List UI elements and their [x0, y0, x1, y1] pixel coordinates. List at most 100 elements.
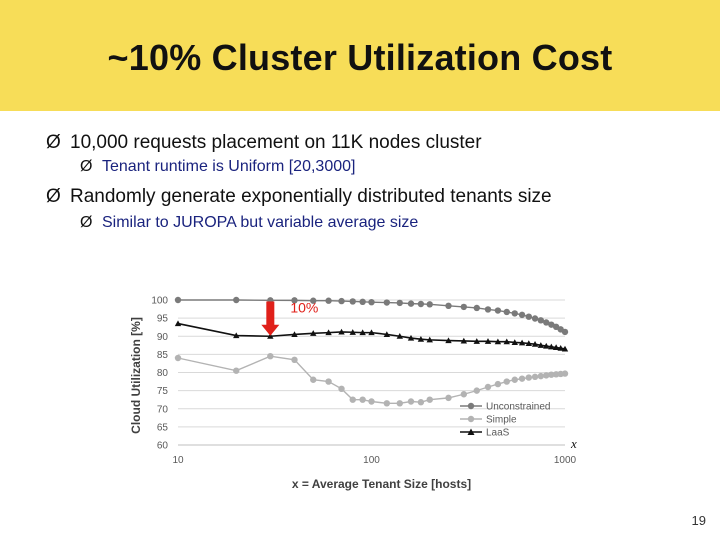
data-point-unconstrained	[349, 298, 356, 305]
data-point-laas	[557, 345, 564, 351]
data-point-unconstrained	[426, 301, 433, 308]
bullet-2-text: Randomly generate exponentially distribu…	[70, 186, 552, 207]
data-point-unconstrained	[291, 297, 298, 304]
y-tick-label: 100	[151, 296, 168, 307]
slide-title: ~10% Cluster Utilization Cost	[107, 37, 613, 78]
data-point-unconstrained	[417, 300, 425, 308]
data-point-unconstrained	[537, 317, 545, 324]
data-point-simple	[310, 376, 317, 383]
data-point-unconstrained	[460, 303, 468, 311]
bullet-2: Ø Randomly generate exponentially distrib…	[46, 186, 552, 208]
data-point-laas	[174, 320, 182, 327]
data-point-simple	[291, 356, 298, 364]
data-point-simple	[407, 398, 415, 405]
y-tick-label: 60	[157, 441, 169, 452]
data-point-simple	[561, 370, 569, 377]
utilization-chart: 60 65 70 75 80 85 90 95 100 10 100 1000 x = Average …	[129, 296, 577, 492]
annotation-arrow-shaft	[266, 301, 275, 327]
x-tick-label: 100	[363, 455, 380, 466]
data-point-unconstrained	[473, 304, 480, 312]
y-axis-title: Cloud Utilization [%]	[129, 317, 143, 434]
data-point-simple	[325, 378, 332, 385]
data-point-simple	[531, 373, 539, 381]
data-point-laas	[349, 329, 356, 335]
data-point-laas	[494, 338, 502, 345]
data-point-simple	[349, 396, 356, 403]
y-tick-label: 95	[157, 314, 169, 325]
y-tick-label: 85	[157, 350, 169, 361]
data-point-laas	[548, 343, 555, 350]
data-point-laas	[310, 330, 317, 336]
data-point-laas	[426, 336, 433, 343]
arrow-bullet-icon: Ø	[46, 132, 61, 153]
data-point-unconstrained	[543, 319, 550, 326]
data-point-unconstrained	[511, 310, 518, 317]
data-point-unconstrained	[494, 307, 502, 314]
data-point-unconstrained	[503, 308, 510, 316]
data-point-simple	[396, 400, 403, 407]
legend-marker	[467, 428, 475, 435]
data-point-unconstrained	[561, 328, 569, 336]
data-point-laas	[518, 339, 526, 346]
data-point-simple	[548, 371, 555, 378]
axis-end-x-label: x	[570, 436, 577, 451]
y-tick-label: 80	[157, 368, 169, 379]
data-point-laas	[291, 331, 298, 337]
data-point-simple	[383, 400, 391, 407]
y-tick-label: 65	[157, 422, 169, 433]
bullet-2-sub: Ø Similar to JUROPA but variable average …	[80, 214, 418, 232]
data-point-laas	[417, 335, 425, 342]
data-point-unconstrained	[525, 313, 532, 320]
data-point-laas	[543, 342, 550, 349]
data-point-simple	[518, 375, 526, 382]
page-number: 19	[691, 513, 706, 528]
data-point-unconstrained	[383, 299, 391, 306]
y-tick-label: 70	[157, 404, 169, 415]
data-point-simple	[233, 367, 240, 374]
data-point-laas	[460, 337, 468, 344]
data-point-laas	[325, 329, 332, 336]
arrow-bullet-icon: Ø	[80, 158, 93, 175]
data-point-laas	[525, 340, 532, 347]
data-point-laas	[445, 337, 452, 344]
data-point-laas	[359, 329, 366, 336]
title-band	[0, 0, 720, 111]
bullet-1-text: 10,000 requests placement on 11K nodes c…	[70, 132, 482, 153]
x-tick-label: 10	[172, 455, 184, 466]
data-point-laas	[338, 328, 345, 335]
data-point-simple	[525, 374, 532, 381]
data-point-simple	[473, 387, 480, 394]
legend-marker	[467, 415, 475, 423]
legend-label: Simple	[486, 415, 517, 426]
legend-label: LaaS	[486, 428, 510, 439]
data-point-laas	[561, 345, 569, 352]
data-point-simple	[174, 354, 182, 362]
bullet-1-sub: Ø Tenant runtime is Uniform [20,3000]	[80, 158, 355, 176]
data-point-laas	[383, 331, 391, 337]
data-point-simple	[267, 352, 274, 360]
data-point-unconstrained	[233, 296, 240, 304]
arrow-bullet-icon: Ø	[80, 214, 93, 231]
data-point-unconstrained	[531, 315, 539, 322]
legend-marker	[467, 402, 475, 410]
data-point-simple	[460, 391, 468, 398]
data-point-unconstrained	[359, 298, 366, 306]
data-point-simple	[503, 378, 510, 385]
arrow-bullet-icon: Ø	[46, 186, 61, 207]
data-point-laas	[368, 329, 375, 336]
data-point-laas	[407, 334, 415, 341]
data-point-unconstrained	[407, 300, 415, 307]
data-point-simple	[338, 385, 345, 393]
data-point-laas	[233, 332, 240, 339]
data-point-simple	[426, 396, 433, 403]
x-tick-label: 1000	[554, 455, 577, 466]
data-point-laas	[511, 339, 518, 345]
data-point-unconstrained	[310, 297, 317, 304]
data-point-simple	[484, 383, 492, 391]
data-point-simple	[445, 394, 452, 402]
annotation-arrow-head	[261, 324, 280, 336]
data-point-laas	[531, 341, 539, 347]
bullet-1-sub-text: Tenant runtime is Uniform [20,3000]	[102, 158, 356, 175]
bullet-2-sub-text: Similar to JUROPA but variable average s…	[102, 214, 419, 231]
data-point-unconstrained	[174, 296, 182, 304]
